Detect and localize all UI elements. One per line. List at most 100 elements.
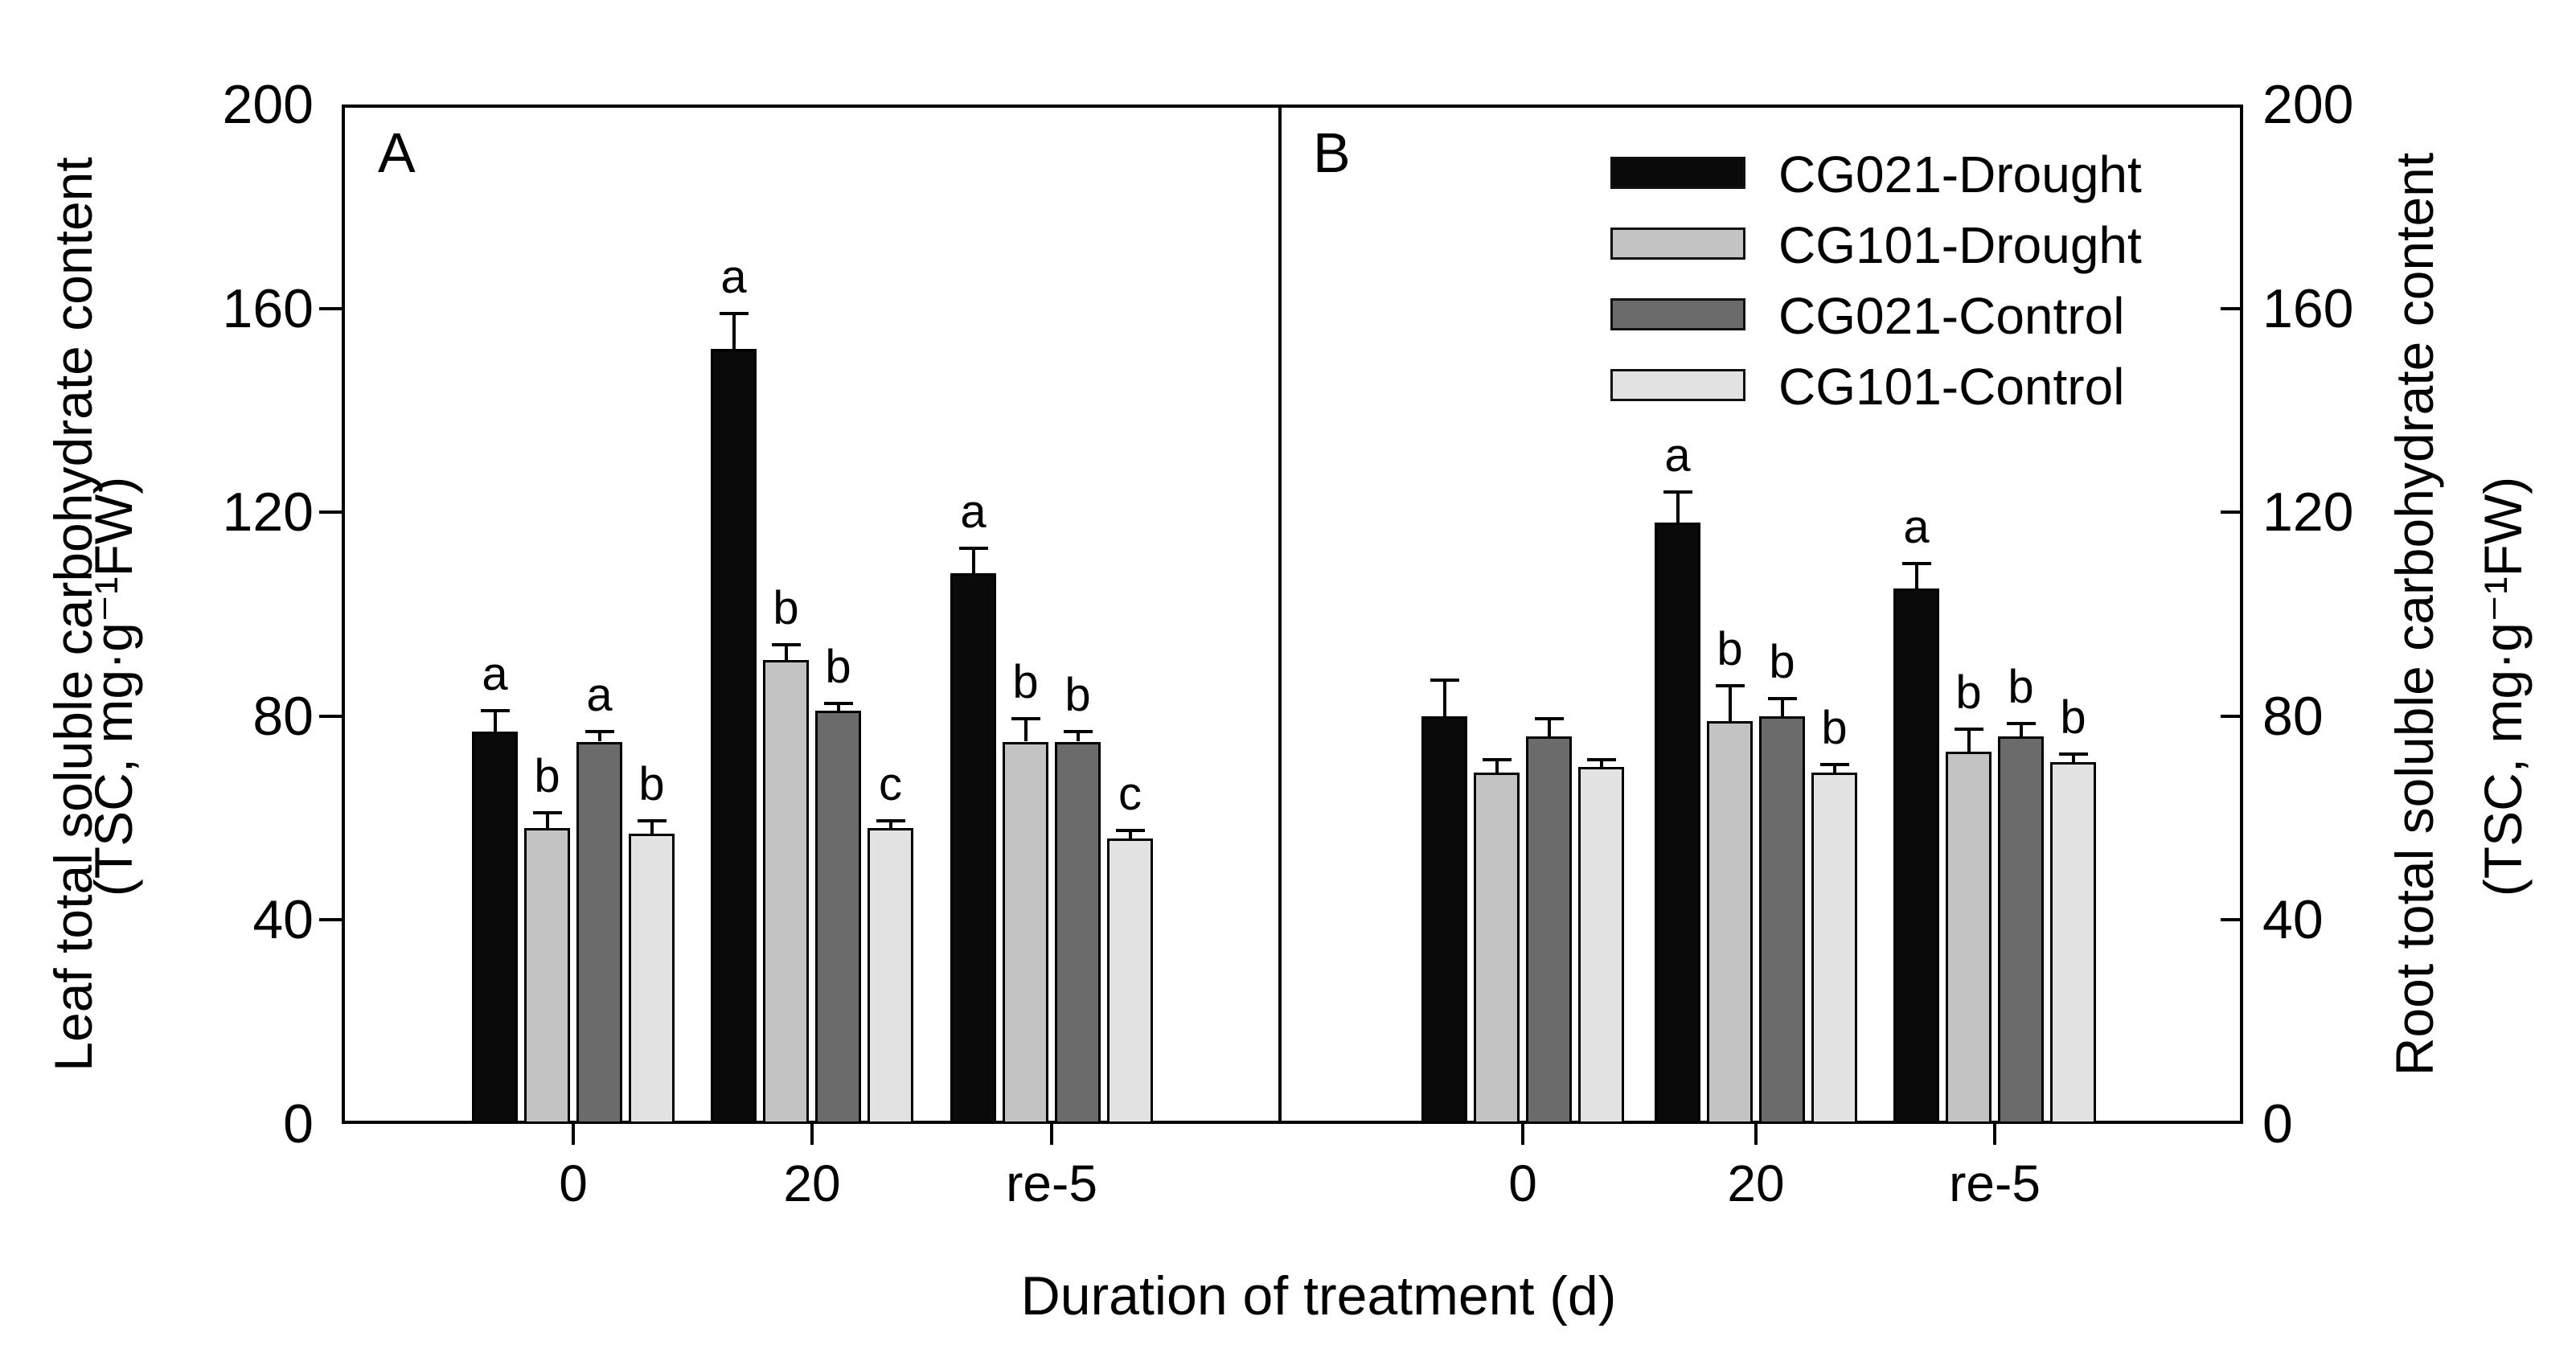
error-bar-line — [597, 731, 601, 742]
significance-letter: a — [720, 250, 747, 303]
error-bar-line — [732, 313, 736, 350]
error-bar-cap — [637, 818, 667, 822]
x-category-label: 0 — [559, 1154, 588, 1212]
error-bar-cap — [876, 818, 905, 822]
x-tick-mark — [572, 1124, 575, 1145]
y-tick-label-left: 80 — [252, 685, 314, 747]
error-bar-cap — [1586, 757, 1616, 761]
error-bar-line — [545, 813, 549, 829]
significance-letter: b — [2008, 661, 2034, 714]
error-bar-cap — [1954, 727, 1983, 731]
bar-cg021-control-re-5 — [1055, 741, 1101, 1124]
x-category-label: 20 — [1727, 1154, 1785, 1212]
y-tick-label-right: 40 — [2262, 889, 2324, 951]
error-bar-line — [1914, 563, 1918, 589]
x-category-label: re-5 — [1949, 1154, 2041, 1212]
error-bar-cap — [480, 709, 510, 713]
error-bar-line — [1023, 718, 1028, 742]
error-bar-cap — [1663, 490, 1692, 494]
error-bar-cap — [585, 729, 614, 733]
error-bar-line — [1442, 680, 1446, 716]
panel-b-label: B — [1313, 121, 1351, 184]
significance-letter: b — [825, 640, 851, 693]
y-tick-label-right: 80 — [2262, 685, 2324, 747]
bar-cg101-control-0 — [629, 833, 675, 1124]
significance-letter: b — [534, 750, 560, 803]
error-bar-cap — [1482, 757, 1512, 761]
error-bar-cap — [1715, 683, 1745, 687]
y-tick-mark-right — [2221, 306, 2243, 310]
significance-letter: a — [960, 485, 987, 538]
bar-cg021-drought-0 — [1421, 716, 1467, 1124]
bar-cg021-control-20 — [815, 711, 861, 1124]
y-tick-label-right: 0 — [2262, 1093, 2293, 1154]
bar-cg101-control-re-5 — [1107, 838, 1153, 1124]
x-tick-mark — [1521, 1124, 1524, 1145]
error-bar-cap — [771, 643, 801, 647]
x-category-label: re-5 — [1006, 1154, 1097, 1212]
error-bar-cap — [1115, 829, 1145, 833]
y-tick-mark-right — [2221, 510, 2243, 515]
significance-letter: c — [1118, 768, 1142, 821]
legend-label: CG101-Drought — [1778, 216, 2142, 274]
bar-cg101-control-20 — [1811, 772, 1857, 1124]
error-bar-cap — [2058, 752, 2088, 756]
significance-letter: b — [1064, 668, 1091, 721]
bar-cg021-drought-re-5 — [1893, 588, 1939, 1124]
error-bar-cap — [719, 311, 749, 315]
error-bar-line — [650, 820, 654, 834]
error-bar-cap — [1534, 716, 1564, 720]
error-bar-line — [836, 703, 840, 711]
bar-cg101-drought-re-5 — [1946, 752, 1991, 1124]
error-bar-cap — [1011, 716, 1040, 720]
error-bar-line — [888, 820, 892, 829]
legend-swatch-cg021-control — [1610, 298, 1745, 330]
significance-letter: b — [2060, 691, 2086, 744]
panel-a-label: A — [378, 121, 416, 184]
error-bar-line — [971, 547, 975, 574]
error-bar-line — [1967, 728, 1971, 752]
legend-swatch-cg021-drought — [1610, 157, 1745, 189]
error-bar-line — [1599, 759, 1603, 768]
error-bar-line — [2019, 724, 2023, 737]
x-category-label: 20 — [783, 1154, 841, 1212]
y-tick-mark-right — [2221, 918, 2243, 922]
y-tick-mark-left — [319, 918, 342, 922]
significance-letter: b — [1717, 622, 1743, 675]
bar-cg101-drought-re-5 — [1003, 741, 1048, 1124]
significance-letter: b — [1012, 655, 1039, 708]
bar-cg101-control-0 — [1578, 767, 1624, 1124]
error-bar-line — [1728, 685, 1732, 722]
bar-cg101-drought-0 — [524, 828, 570, 1124]
legend-swatch-cg101-drought — [1610, 228, 1745, 260]
error-bar-cap — [532, 811, 562, 815]
legend-label: CG101-Control — [1778, 358, 2125, 416]
bar-cg021-drought-20 — [1655, 522, 1700, 1124]
significance-letter: a — [586, 668, 613, 721]
panel-divider-line — [1278, 105, 1282, 1124]
y-tick-mark-left — [319, 510, 342, 515]
legend-label: CG021-Control — [1778, 287, 2125, 345]
bar-cg021-control-0 — [576, 741, 622, 1124]
y-tick-mark-left — [319, 714, 342, 718]
error-bar-line — [1076, 731, 1080, 742]
significance-letter: b — [1955, 666, 1982, 719]
error-bar-cap — [2006, 722, 2036, 726]
bar-cg101-control-20 — [868, 828, 913, 1124]
x-tick-mark — [1754, 1124, 1758, 1145]
error-bar-cap — [823, 701, 853, 705]
significance-letter: a — [1903, 500, 1930, 553]
y-tick-label-left: 120 — [222, 482, 314, 543]
error-bar-line — [784, 645, 788, 661]
error-bar-cap — [1901, 561, 1931, 565]
x-tick-mark — [810, 1124, 814, 1145]
bar-cg021-drought-20 — [711, 349, 757, 1124]
y-tick-mark-right — [2221, 714, 2243, 718]
bar-cg021-control-re-5 — [1998, 736, 2044, 1124]
error-bar-line — [1547, 718, 1551, 737]
x-axis-title: Duration of treatment (d) — [1020, 1265, 1617, 1326]
error-bar-cap — [1063, 729, 1093, 733]
significance-letter: b — [1769, 635, 1795, 688]
y-tick-label-left: 0 — [283, 1093, 314, 1154]
